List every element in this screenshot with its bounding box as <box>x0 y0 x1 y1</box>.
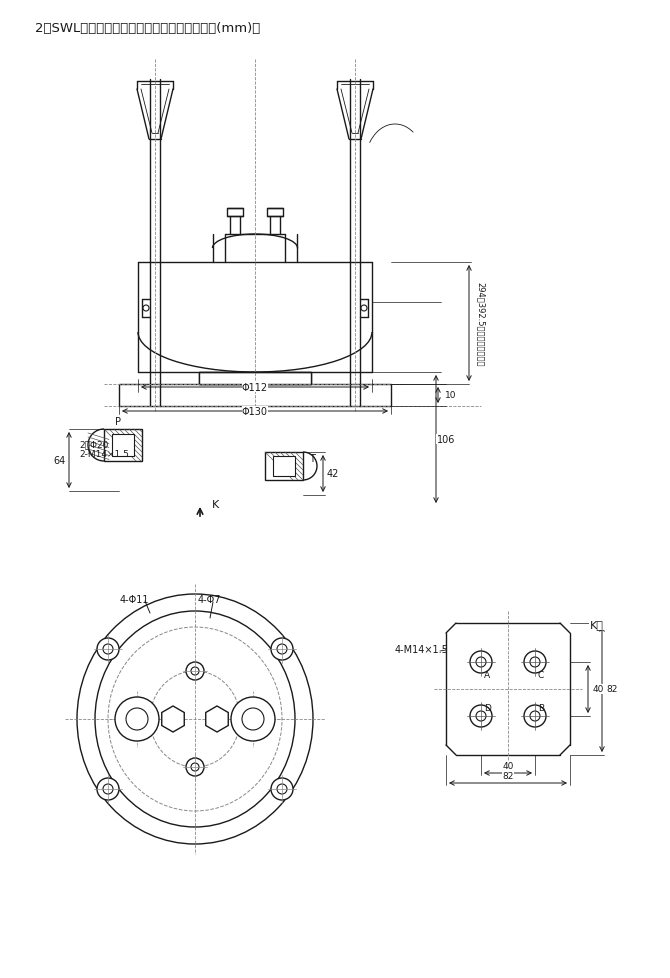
Circle shape <box>191 667 199 676</box>
Circle shape <box>277 784 287 794</box>
Circle shape <box>191 763 199 772</box>
Text: 294、392.5或安用户需要配制: 294、392.5或安用户需要配制 <box>476 282 486 366</box>
Bar <box>267 208 283 217</box>
Text: 82: 82 <box>606 685 618 693</box>
Circle shape <box>530 657 540 667</box>
Bar <box>119 384 391 407</box>
Circle shape <box>97 639 119 660</box>
Text: Φ130: Φ130 <box>242 407 268 417</box>
Bar <box>199 373 311 384</box>
Bar <box>227 208 243 217</box>
Bar <box>104 429 142 462</box>
Text: 4-Φ7: 4-Φ7 <box>198 595 222 604</box>
Circle shape <box>210 712 224 727</box>
Text: Φ112: Φ112 <box>242 382 268 392</box>
Circle shape <box>115 697 159 741</box>
Ellipse shape <box>140 661 250 778</box>
Text: 42: 42 <box>327 468 339 478</box>
Text: 2－Φ20: 2－Φ20 <box>79 439 109 449</box>
Text: 40: 40 <box>592 685 604 693</box>
Polygon shape <box>161 706 184 733</box>
Bar <box>265 453 303 480</box>
Ellipse shape <box>127 647 263 791</box>
Circle shape <box>470 705 492 728</box>
Circle shape <box>530 711 540 721</box>
Circle shape <box>524 705 546 728</box>
Text: P: P <box>115 417 121 426</box>
Circle shape <box>271 639 293 660</box>
Circle shape <box>166 712 180 727</box>
Circle shape <box>186 758 204 777</box>
Ellipse shape <box>77 595 313 844</box>
Text: A: A <box>484 670 490 680</box>
Text: D: D <box>484 703 491 712</box>
Text: 40: 40 <box>502 762 514 771</box>
Circle shape <box>470 651 492 673</box>
Circle shape <box>126 708 148 731</box>
Circle shape <box>476 657 486 667</box>
Text: 64: 64 <box>53 456 65 466</box>
Circle shape <box>277 645 287 654</box>
Ellipse shape <box>95 611 295 827</box>
Circle shape <box>143 306 149 312</box>
Ellipse shape <box>108 627 282 811</box>
Circle shape <box>103 784 113 794</box>
Circle shape <box>186 662 204 681</box>
Text: T: T <box>309 454 315 464</box>
Circle shape <box>524 651 546 673</box>
Text: 4-Φ11: 4-Φ11 <box>120 595 149 604</box>
Text: 2、SWL型（二个手柄、弹跳定位、螺纹连接）(mm)：: 2、SWL型（二个手柄、弹跳定位、螺纹连接）(mm)： <box>35 22 260 34</box>
Circle shape <box>103 645 113 654</box>
Text: 4-M14×1.5: 4-M14×1.5 <box>395 645 449 654</box>
Polygon shape <box>206 706 228 733</box>
Text: 2-M14×1.5: 2-M14×1.5 <box>79 450 129 459</box>
Text: B: B <box>538 703 544 712</box>
Text: 10: 10 <box>446 391 457 400</box>
Circle shape <box>476 711 486 721</box>
Circle shape <box>242 708 264 731</box>
Circle shape <box>271 778 293 800</box>
Circle shape <box>97 778 119 800</box>
Circle shape <box>231 697 275 741</box>
Text: 106: 106 <box>437 434 455 445</box>
Text: 82: 82 <box>502 772 514 780</box>
Text: K: K <box>212 500 219 510</box>
Bar <box>199 373 311 384</box>
Text: K向: K向 <box>590 619 604 630</box>
Text: C: C <box>538 670 544 680</box>
Circle shape <box>361 306 367 312</box>
Ellipse shape <box>150 671 240 767</box>
Bar <box>112 434 134 457</box>
Bar <box>273 457 295 476</box>
